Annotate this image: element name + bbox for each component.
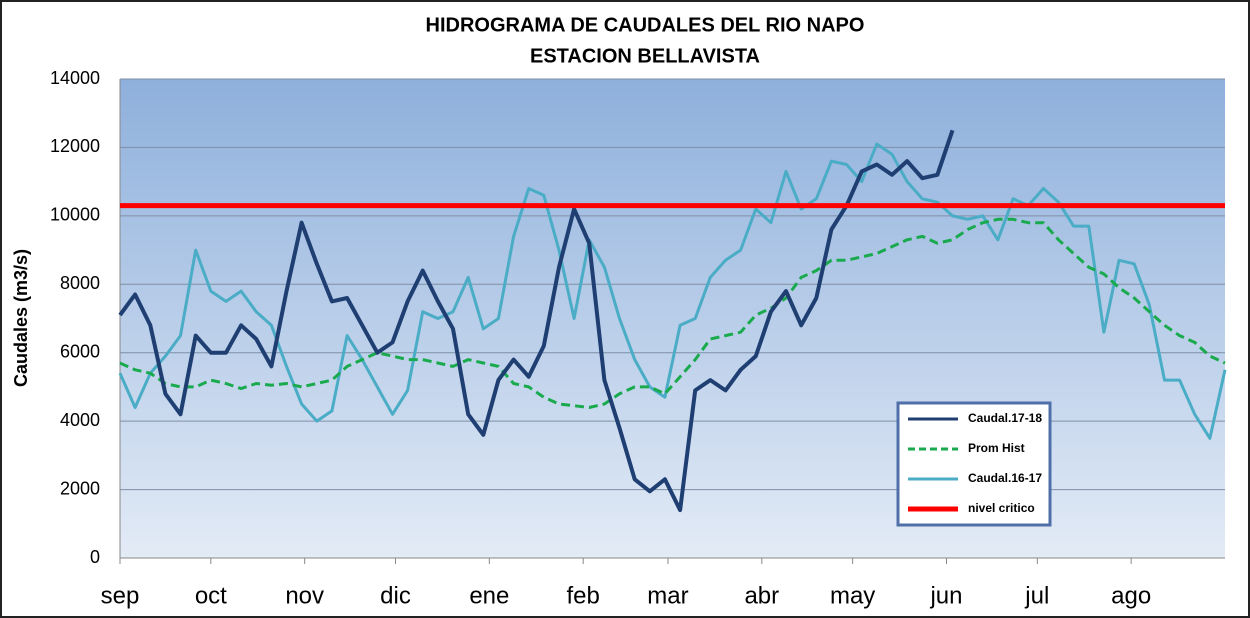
x-tick-label: feb: [567, 582, 600, 609]
x-tick-label: ene: [469, 582, 509, 609]
x-tick-label: jul: [1024, 582, 1049, 609]
x-tick-label: oct: [195, 582, 227, 609]
x-tick-label: dic: [380, 582, 411, 609]
legend-label: Caudal.16-17: [968, 471, 1042, 485]
legend-label: Prom Hist: [968, 441, 1025, 455]
y-tick-label: 6000: [60, 341, 100, 361]
legend-box: [896, 401, 1052, 527]
legend-label: nivel critico: [968, 501, 1035, 515]
y-tick-label: 4000: [60, 410, 100, 430]
chart-title: HIDROGRAMA DE CAUDALES DEL RIO NAPO: [426, 14, 865, 36]
series-line: [118, 129, 955, 513]
y-axis-title: Caudales (m3/s): [11, 249, 31, 387]
series-line: [118, 142, 1227, 440]
x-tick-label: mar: [647, 582, 688, 609]
x-tick-label: abr: [744, 582, 779, 609]
y-tick-label: 2000: [60, 478, 100, 498]
x-tick-label: sep: [101, 582, 140, 609]
plot-area: [120, 79, 1225, 558]
chart-subtitle: ESTACION BELLAVISTA: [530, 45, 760, 67]
legend-label: Caudal.17-18: [968, 411, 1042, 425]
x-tick-label: may: [830, 582, 875, 609]
x-tick-label: nov: [285, 582, 324, 609]
y-tick-label: 10000: [50, 205, 100, 225]
y-tick-label: 14000: [50, 68, 100, 88]
y-tick-label: 0: [90, 547, 100, 567]
series-line: [119, 217, 1226, 409]
y-tick-label: 12000: [50, 136, 100, 156]
y-tick-label: 8000: [60, 273, 100, 293]
x-tick-label: jun: [929, 582, 962, 609]
x-tick-label: ago: [1111, 582, 1151, 609]
